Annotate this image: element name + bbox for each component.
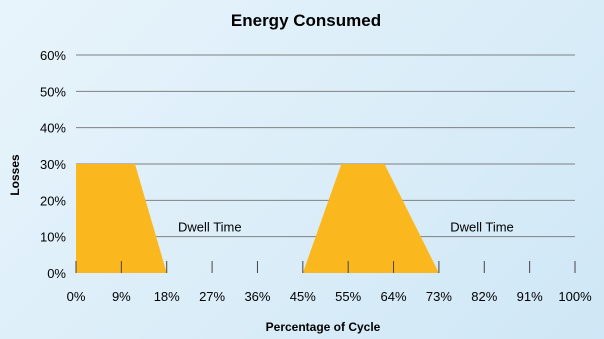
y-tick-label: 40% [40,121,66,136]
y-tick-label: 30% [40,157,66,172]
x-tick-label: 64% [381,289,407,304]
x-tick-label: 36% [244,289,270,304]
x-tick-marks [75,261,576,273]
plot-area [76,164,439,273]
y-tick-label: 60% [40,48,66,63]
y-tick-labels: 0% 10% 20% 30% 40% 50% 60% [40,48,66,281]
x-tick-label: 18% [154,289,180,304]
x-tick-label: 27% [199,289,225,304]
y-tick-label: 0% [47,266,66,281]
x-axis-title: Percentage of Cycle [266,320,381,334]
chart-title: Energy Consumed [231,11,381,30]
x-tick-label: 45% [290,289,316,304]
dwell-time-label: Dwell Time [450,220,514,235]
x-tick-label: 0% [67,289,86,304]
gridlines [76,54,575,238]
y-tick-label: 10% [40,230,66,245]
x-tick-label: 9% [112,289,131,304]
annotations: Dwell Time Dwell Time [178,220,514,235]
x-tick-label: 91% [517,289,543,304]
x-tick-label: 100% [558,289,592,304]
x-tick-label: 82% [471,289,497,304]
x-tick-label: 55% [335,289,361,304]
y-tick-label: 20% [40,193,66,208]
x-tick-labels: 0% 9% 18% 27% 36% 45% 55% 64% 73% 82% 91% 100% [67,289,592,304]
dwell-time-label: Dwell Time [178,220,242,235]
y-tick-label: 50% [40,84,66,99]
y-axis-title: Losses [8,154,22,196]
x-tick-label: 73% [426,289,452,304]
energy-area [76,164,439,273]
